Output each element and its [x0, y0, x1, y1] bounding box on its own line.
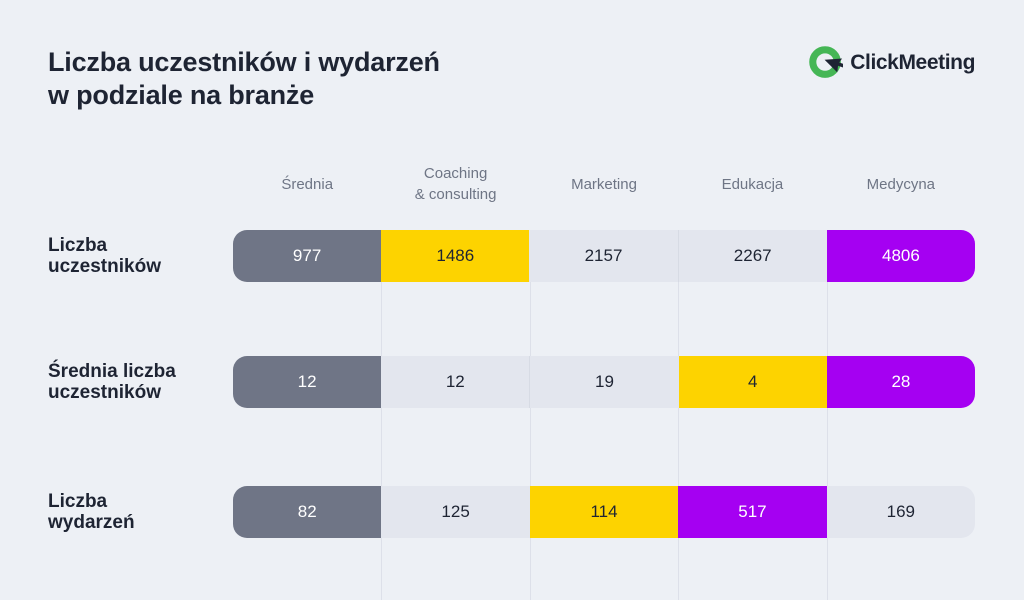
value-cell: 125: [381, 486, 530, 538]
column-separator: [530, 230, 531, 600]
table-row: 977 1486 2157 2267 4806: [233, 230, 976, 282]
column-separator: [381, 230, 382, 600]
value-cell: 19: [529, 356, 679, 408]
table-row: 82 125 114 517 169: [233, 486, 976, 538]
value-cell: 2157: [529, 230, 678, 282]
value-cell: 4: [678, 356, 827, 408]
value-cell: 12: [381, 356, 530, 408]
column-header-coaching-consulting: Coaching & consulting: [414, 165, 497, 203]
row-label-liczba-wydarzen: Liczba wydarzeń: [48, 491, 135, 533]
value-cell: 517: [678, 486, 827, 538]
clickmeeting-cursor-icon: [809, 46, 844, 78]
value-cell: 114: [529, 486, 679, 538]
column-separator: [827, 230, 828, 600]
clickmeeting-logo: ClickMeeting: [809, 46, 975, 80]
column-header-row: Średnia Coaching & consulting Marketing …: [233, 154, 975, 214]
row-label-srednia-liczba-uczestnikow: Średnia liczba uczestników: [48, 361, 176, 403]
value-cell: 1486: [381, 230, 530, 282]
page-title-line-2: w podziale na branże: [48, 80, 315, 110]
column-separator: [678, 230, 679, 600]
value-cell: 169: [826, 486, 976, 538]
column-header-marketing: Marketing: [571, 175, 637, 193]
value-cell: 2267: [677, 230, 827, 282]
column-header-edukacja: Edukacja: [721, 175, 784, 193]
page-title: Liczba uczestników i wydarzeń w podziale…: [48, 46, 440, 112]
clickmeeting-logo-text: ClickMeeting: [850, 51, 975, 74]
value-cell: 28: [826, 356, 976, 408]
column-header-srednia: Średnia: [281, 175, 334, 193]
row-label-liczba-uczestnikow: Liczba uczestników: [48, 235, 161, 277]
value-cell: 4806: [826, 230, 976, 282]
value-cell: 977: [233, 230, 382, 282]
page-title-line-1: Liczba uczestników i wydarzeń: [48, 47, 440, 77]
table-row: 12 12 19 4 28: [233, 356, 976, 408]
value-cell: 12: [233, 356, 382, 408]
column-header-medycyna: Medycyna: [866, 175, 936, 193]
value-cell: 82: [233, 486, 382, 538]
